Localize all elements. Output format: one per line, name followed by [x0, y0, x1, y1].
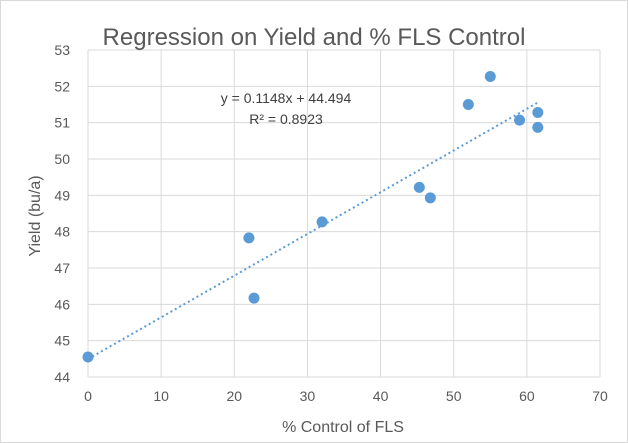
- y-tick-label: 50: [54, 151, 70, 167]
- trendline-group: [87, 101, 539, 360]
- trendline-equation: y = 0.1148x + 44.494: [221, 90, 352, 106]
- data-point: [424, 192, 436, 204]
- data-point: [413, 181, 425, 193]
- y-tick-label: 53: [54, 42, 70, 58]
- data-point: [243, 232, 255, 244]
- data-points: [82, 71, 544, 363]
- y-tick-labels: 44 45 46 47 48 49 50 51 52 53: [54, 42, 70, 385]
- x-tick-label: 50: [446, 388, 462, 404]
- y-tick-label: 45: [54, 333, 70, 349]
- x-tick-label: 20: [226, 388, 242, 404]
- data-point: [316, 216, 328, 228]
- linear-trendline: [87, 101, 539, 360]
- y-tick-label: 47: [54, 260, 70, 276]
- data-point: [532, 106, 544, 118]
- y-tick-label: 49: [54, 187, 70, 203]
- data-point: [484, 71, 496, 83]
- chart-title: Regression on Yield and % FLS Control: [103, 24, 526, 51]
- data-point: [248, 292, 260, 304]
- x-tick-label: 0: [84, 388, 92, 404]
- x-tick-labels: 0 10 20 30 40 50 60 70: [84, 388, 608, 404]
- trendline-r-squared: R² = 0.8923: [249, 111, 323, 127]
- x-tick-label: 30: [300, 388, 316, 404]
- gridlines: [87, 49, 601, 378]
- y-tick-label: 52: [54, 78, 70, 94]
- y-tick-label: 44: [54, 369, 70, 385]
- y-tick-label: 46: [54, 296, 70, 312]
- x-axis-title: % Control of FLS: [282, 419, 404, 436]
- y-tick-label: 51: [54, 115, 70, 131]
- x-tick-label: 10: [153, 388, 169, 404]
- data-point: [514, 114, 526, 126]
- y-tick-label: 48: [54, 224, 70, 240]
- x-tick-label: 70: [592, 388, 608, 404]
- y-axis-title: Yield (bu/a): [27, 175, 44, 256]
- x-tick-label: 60: [519, 388, 535, 404]
- data-point: [462, 99, 474, 110]
- data-point: [82, 351, 94, 363]
- x-tick-label: 40: [373, 388, 389, 404]
- data-point: [532, 121, 544, 133]
